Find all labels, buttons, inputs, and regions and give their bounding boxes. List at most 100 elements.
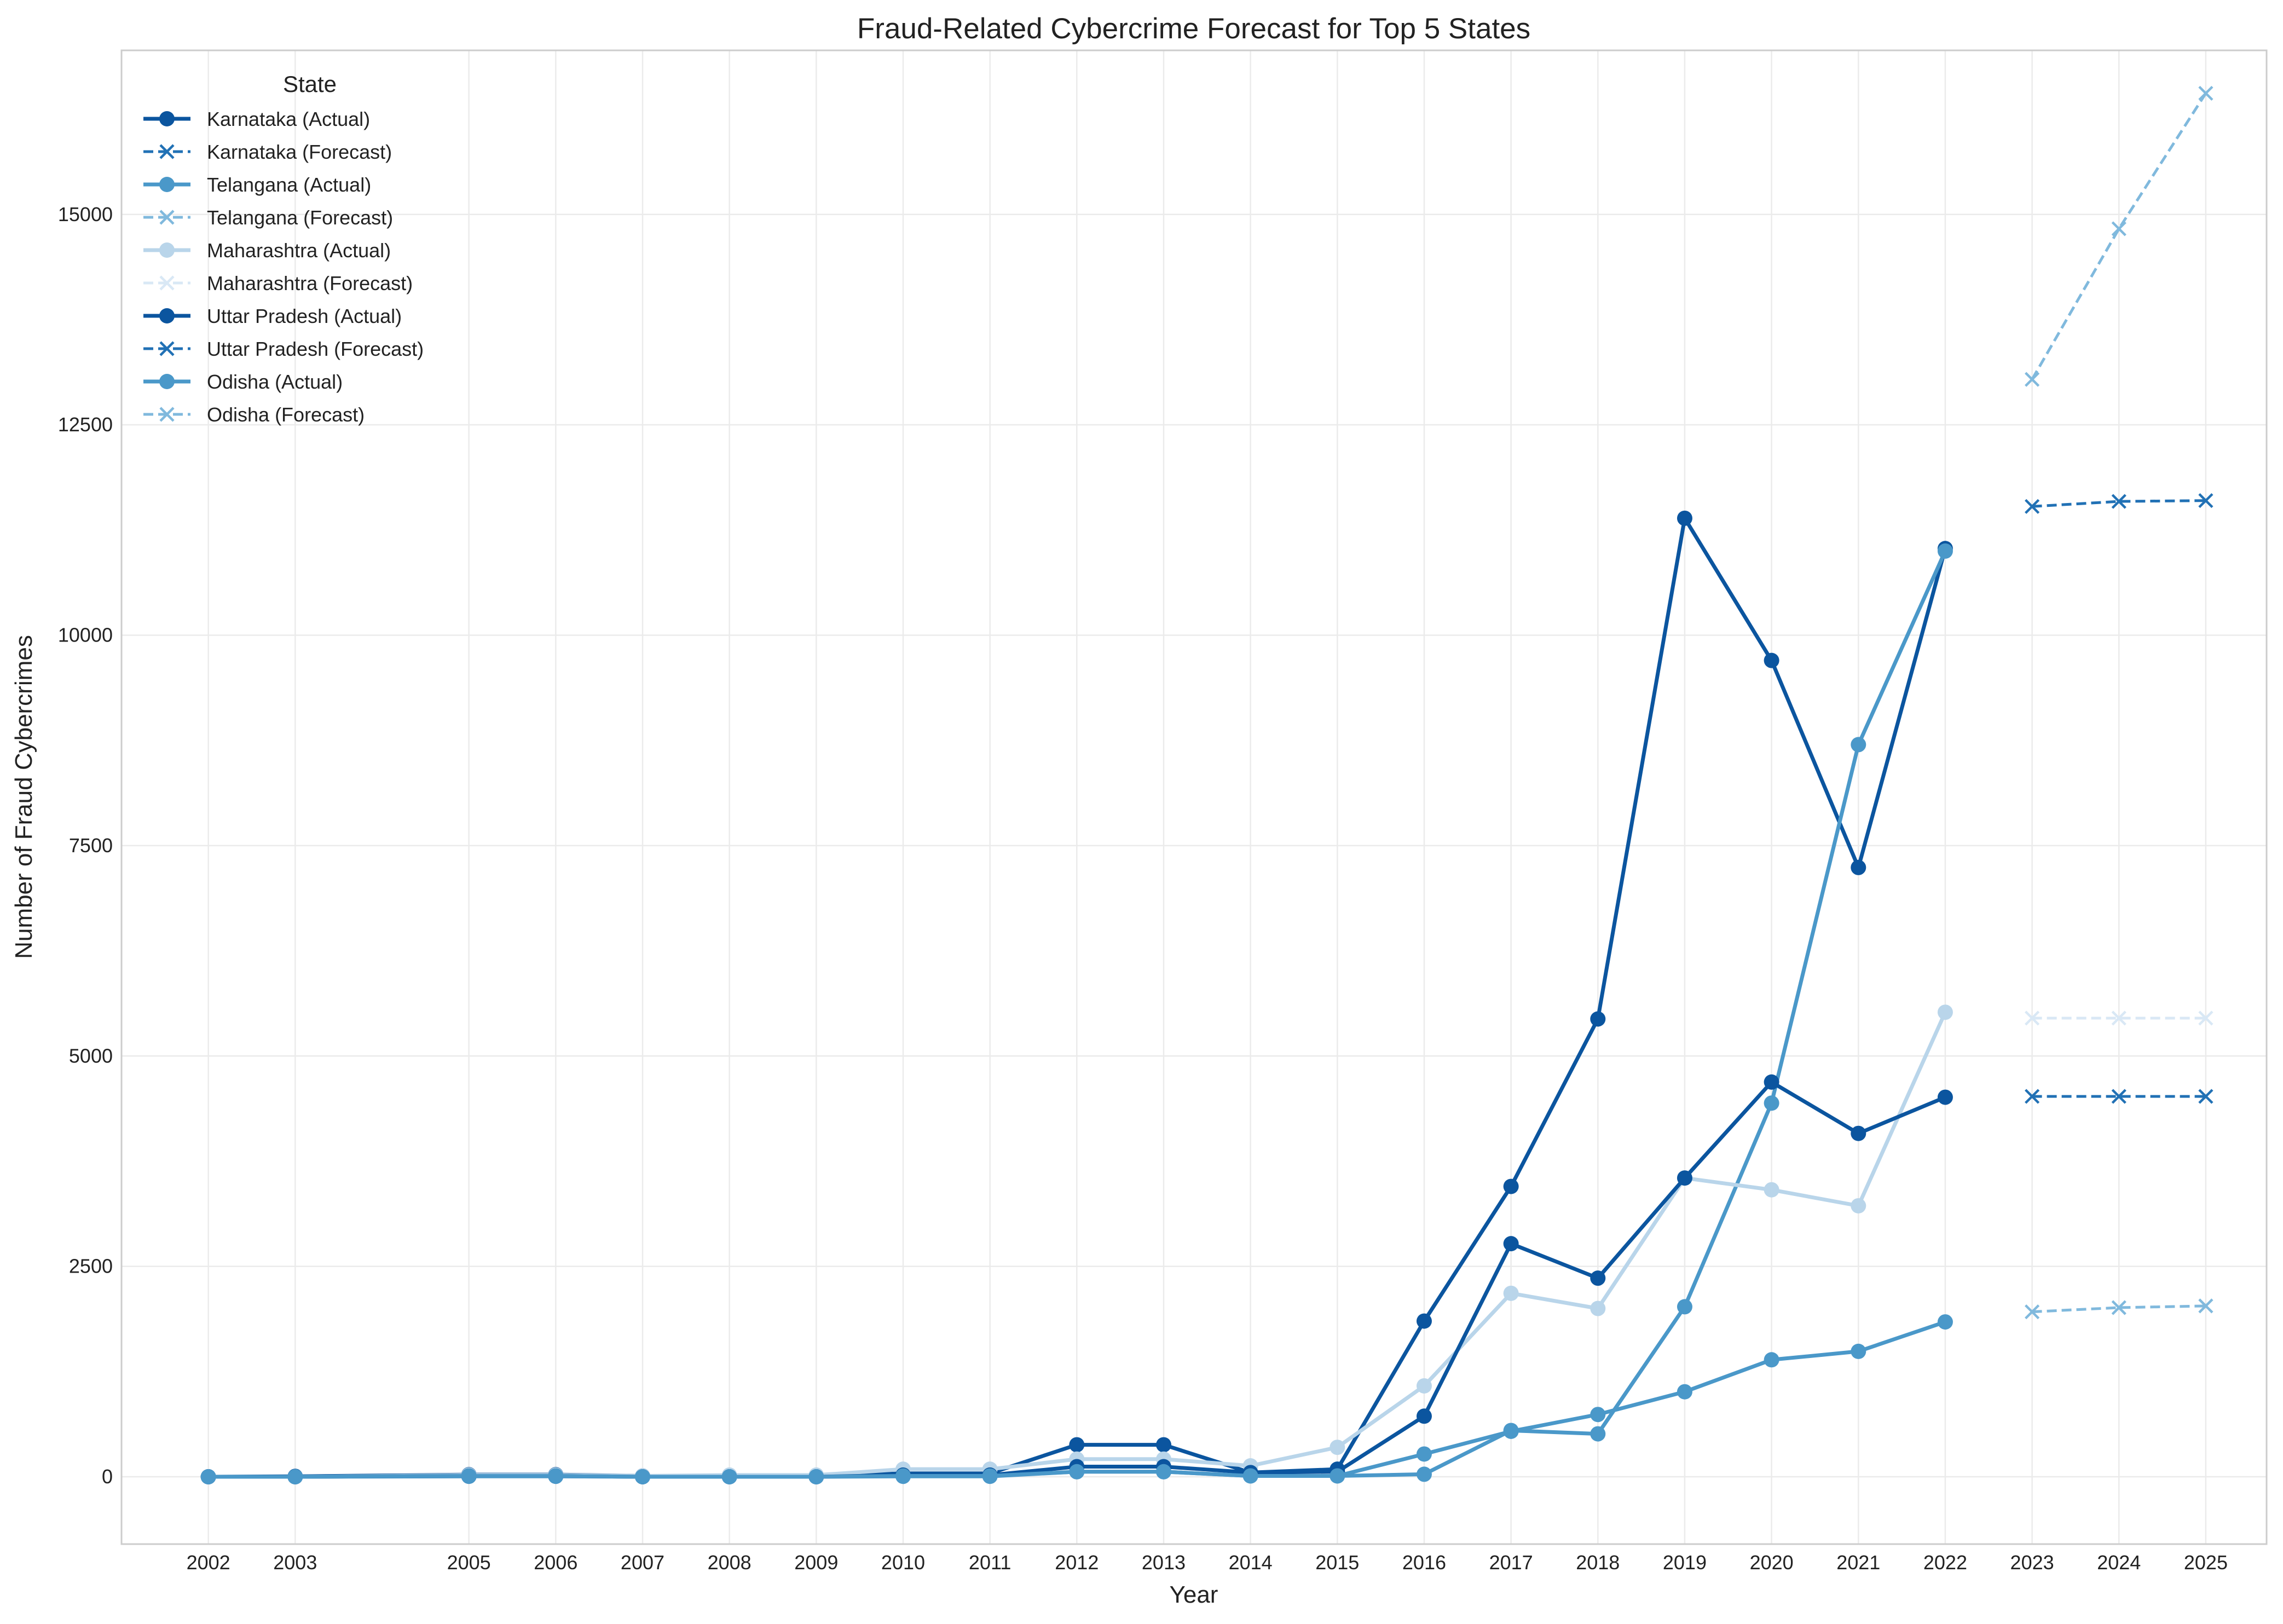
x-tick-label: 2019 <box>1663 1551 1707 1574</box>
actual-point <box>1155 1464 1171 1479</box>
marker-stroke <box>2025 1010 2040 1026</box>
forecast-point <box>2111 1010 2126 1026</box>
x-tick-label: 2024 <box>2097 1551 2141 1574</box>
forecast-point <box>2111 1300 2126 1315</box>
series-line <box>2031 93 2207 380</box>
actual-point <box>1330 1468 1345 1484</box>
actual-point <box>1069 1464 1085 1479</box>
legend-label: Odisha (Forecast) <box>207 403 365 426</box>
y-tick-label: 10000 <box>58 624 113 646</box>
y-tick-label: 2500 <box>69 1255 113 1278</box>
chart-title: Fraud-Related Cybercrime Forecast for To… <box>857 13 1530 45</box>
series-7 <box>2025 1089 2213 1104</box>
actual-point <box>1764 1352 1779 1368</box>
actual-point <box>1416 1313 1432 1329</box>
series-9 <box>2025 1298 2213 1320</box>
legend-entry: Karnataka (Actual) <box>143 108 370 130</box>
marker-stroke <box>2111 1010 2126 1026</box>
legend-entry: Uttar Pradesh (Forecast) <box>143 338 424 360</box>
actual-point <box>1416 1446 1432 1462</box>
actual-point <box>1677 510 1692 526</box>
marker-stroke <box>2198 1010 2213 1026</box>
x-tick-label: 2023 <box>2010 1551 2054 1574</box>
actual-point <box>548 1468 564 1484</box>
legend-label: Telangana (Actual) <box>207 174 371 196</box>
series-5 <box>2025 1010 2213 1026</box>
series-3 <box>2025 85 2213 387</box>
x-tick-label: 2013 <box>1142 1551 1186 1574</box>
marker-stroke <box>159 144 175 159</box>
actual-point <box>1155 1437 1171 1453</box>
series-8 <box>200 1314 1953 1485</box>
y-tick-label: 15000 <box>58 203 113 226</box>
marker-stroke <box>159 275 175 291</box>
x-axis-ticks: 2002 2003 2005 2006 2007 2008 2009 2010 2011 2012… <box>187 1551 2228 1574</box>
y-tick-label: 7500 <box>69 834 113 857</box>
x-tick-label: 2016 <box>1402 1551 1446 1574</box>
legend-swatch-marker <box>159 111 175 126</box>
legend-entry: Maharashtra (Actual) <box>143 239 391 262</box>
actual-point <box>1330 1440 1345 1455</box>
marker-stroke <box>2111 1300 2126 1315</box>
legend-label: Uttar Pradesh (Forecast) <box>207 338 424 360</box>
x-tick-label: 2025 <box>2184 1551 2228 1574</box>
actual-point <box>1764 1182 1779 1198</box>
legend-title: State <box>283 71 337 97</box>
x-tick-label: 2005 <box>447 1551 491 1574</box>
marker-stroke <box>2111 494 2126 509</box>
legend-label: Uttar Pradesh (Actual) <box>207 305 402 327</box>
legend-swatch-marker <box>159 210 175 225</box>
legend-label: Maharashtra (Forecast) <box>207 272 413 294</box>
marker-stroke <box>2198 1089 2213 1104</box>
actual-point <box>461 1468 477 1484</box>
x-tick-label: 2014 <box>1229 1551 1273 1574</box>
legend-label: Odisha (Actual) <box>207 371 343 393</box>
legend-swatch-marker <box>159 407 175 422</box>
legend-entry: Odisha (Actual) <box>143 371 343 393</box>
legend-swatch-marker <box>159 374 175 389</box>
marker-stroke <box>159 341 175 356</box>
marker-stroke <box>2111 1089 2126 1104</box>
legend-label: Maharashtra (Actual) <box>207 239 391 262</box>
legend-label: Karnataka (Actual) <box>207 108 370 130</box>
actual-point <box>1764 652 1779 668</box>
legend-entry: Telangana (Actual) <box>143 174 371 196</box>
actual-point <box>1416 1408 1432 1424</box>
x-tick-label: 2012 <box>1055 1551 1099 1574</box>
marker-stroke <box>2198 493 2213 508</box>
legend-label: Telangana (Forecast) <box>207 206 393 229</box>
actual-point <box>287 1469 303 1485</box>
actual-point <box>1416 1466 1432 1482</box>
actual-point <box>1764 1074 1779 1090</box>
x-tick-label: 2018 <box>1576 1551 1620 1574</box>
marker-stroke <box>2198 85 2213 101</box>
plot-area <box>122 50 2267 1544</box>
marker-stroke <box>2025 499 2040 514</box>
actual-point <box>1764 1095 1779 1111</box>
x-tick-label: 2020 <box>1750 1551 1794 1574</box>
series-lines <box>200 85 2213 1485</box>
legend-entry: Maharashtra (Forecast) <box>143 272 413 294</box>
y-tick-label: 5000 <box>69 1044 113 1067</box>
actual-point <box>1416 1378 1432 1394</box>
actual-point <box>634 1469 650 1485</box>
legend-swatch-marker <box>159 177 175 192</box>
y-axis-title: Number of Fraud Cybercrimes <box>10 635 37 959</box>
marker-stroke <box>2025 372 2040 387</box>
x-tick-label: 2017 <box>1489 1551 1533 1574</box>
forecast-point <box>2111 494 2126 509</box>
actual-point <box>1242 1468 1258 1484</box>
x-axis-title: Year <box>1170 1581 1218 1608</box>
forecast-point <box>2198 493 2213 508</box>
actual-point <box>1503 1285 1519 1301</box>
series-1 <box>2025 493 2213 514</box>
legend-swatch-marker <box>159 144 175 159</box>
x-tick-label: 2003 <box>273 1551 317 1574</box>
legend-entry: Karnataka (Forecast) <box>143 141 392 163</box>
x-tick-label: 2011 <box>969 1551 1011 1574</box>
actual-point <box>1851 1198 1866 1213</box>
marker-stroke <box>159 210 175 225</box>
marker-stroke <box>2025 1304 2040 1320</box>
legend-swatch-marker <box>159 341 175 356</box>
